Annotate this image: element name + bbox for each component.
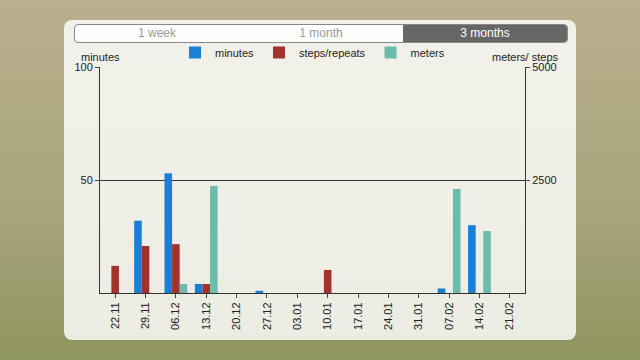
svg-text:13.12: 13.12: [200, 302, 212, 330]
svg-text:10.01: 10.01: [321, 302, 333, 330]
svg-text:meters: meters: [411, 47, 445, 59]
svg-text:06.12: 06.12: [169, 302, 181, 330]
svg-text:minutes: minutes: [81, 51, 120, 63]
svg-text:03.01: 03.01: [291, 302, 303, 330]
svg-text:24.01: 24.01: [382, 302, 394, 330]
svg-text:20.12: 20.12: [230, 302, 242, 330]
svg-text:31.01: 31.01: [412, 302, 424, 330]
svg-text:07.02: 07.02: [443, 302, 455, 330]
svg-text:5000: 5000: [532, 61, 556, 73]
svg-text:17.01: 17.01: [352, 302, 364, 330]
svg-text:meters/ steps: meters/ steps: [492, 51, 559, 63]
svg-text:29.11: 29.11: [139, 302, 151, 329]
svg-text:steps/repeats: steps/repeats: [299, 47, 366, 59]
html-text:1 month: 1 month: [299, 26, 343, 40]
svg-text:minutes: minutes: [215, 47, 254, 59]
html-text:1 week: 1 week: [138, 26, 176, 40]
svg-text:100: 100: [74, 61, 92, 73]
svg-text:22.11: 22.11: [109, 302, 121, 329]
svg-text:21.02: 21.02: [503, 302, 515, 330]
svg-text:50: 50: [81, 174, 93, 186]
svg-text:2500: 2500: [532, 174, 556, 186]
svg-text:14.02: 14.02: [473, 302, 485, 330]
html-text:3 months: 3 months: [460, 26, 510, 40]
svg-text:27.12: 27.12: [261, 302, 273, 330]
